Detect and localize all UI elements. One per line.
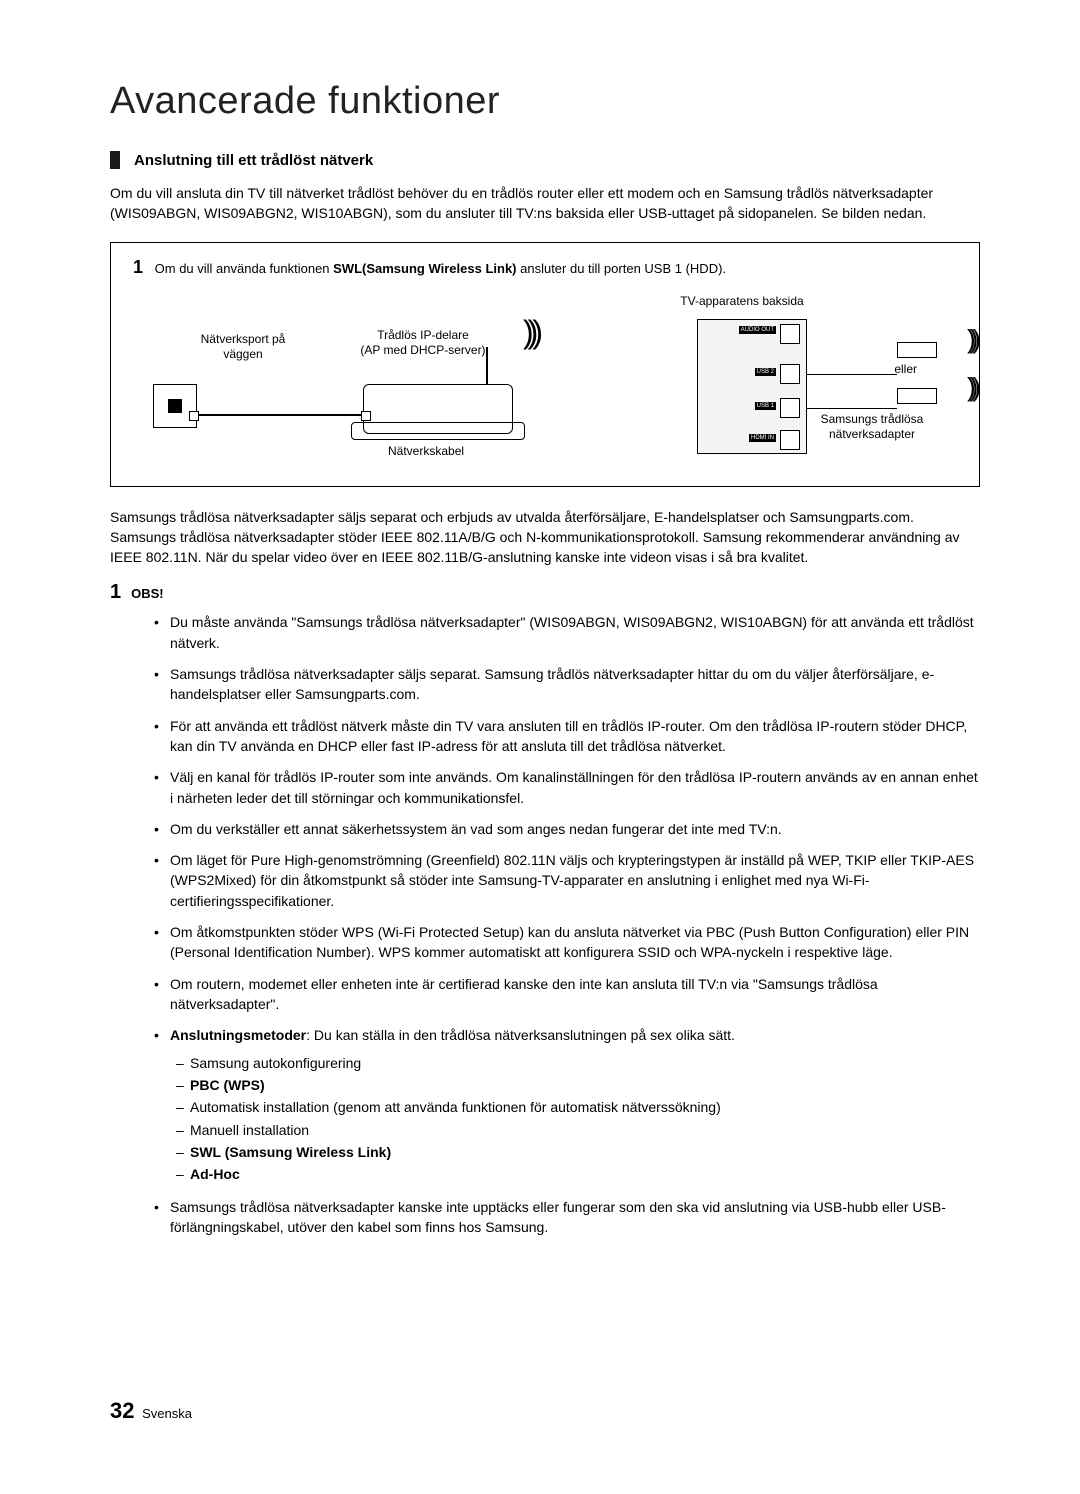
section-title: Anslutning till ett trådlöst nätverk [134,152,373,169]
port-label-usb2: USB 2 [755,368,776,376]
label-tv-back: TV-apparatens baksida [677,294,807,310]
adapter-icon-2 [897,388,937,404]
wifi-waves-icon: ))) [523,314,537,351]
label-cable: Nätverkskabel [388,444,464,460]
page-footer: 32 Svenska [110,1398,192,1424]
obs-label: OBS! [131,581,164,604]
router-base-icon [351,422,525,440]
page-title: Avancerade funktioner [110,80,980,123]
list-item: Om du verkställer ett annat säkerhetssys… [154,819,980,839]
wall-port-icon [153,384,197,428]
port-usb1-icon [780,398,800,418]
sub-list: Samsung autokonfigureringPBC (WPS)Automa… [170,1052,980,1186]
port-usb2-icon [780,364,800,384]
label-or: eller [894,362,917,378]
sub-list-item: Manuell installation [176,1119,980,1141]
sub-list-item: Ad-Hoc [176,1163,980,1185]
list-item: Samsungs trådlösa nätverksadapter säljs … [154,664,980,705]
list-item: Om routern, modemet eller enheten inte ä… [154,974,980,1015]
diagram-note-post: ansluter du till porten USB 1 (HDD). [517,261,727,276]
sub-list-item: Automatisk installation (genom att använ… [176,1096,980,1118]
diagram-note-number: 1 [133,257,143,277]
diagram-box: 1 Om du vill använda funktionen SWL(Sams… [110,242,980,487]
intro-paragraph: Om du vill ansluta din TV till nätverket… [110,183,980,224]
adapter-line-1 [807,374,897,375]
sub-list-item: SWL (Samsung Wireless Link) [176,1141,980,1163]
list-item: Samsungs trådlösa nätverksadapter kanske… [154,1197,980,1238]
cable-icon [197,414,363,416]
tv-back-icon: AUDIO OUT USB 2 USB 1 HDMI IN [697,319,807,454]
page-lang: Svenska [142,1406,192,1421]
wifi-waves-icon-3: ))) [967,372,975,403]
port-label-audio: AUDIO OUT [739,326,776,334]
diagram-note: 1 Om du vill använda funktionen SWL(Sams… [133,257,957,278]
section-marker-icon [110,151,120,169]
obs-row: 1 OBS! [110,581,980,604]
diagram-note-pre: Om du vill använda funktionen [155,261,334,276]
section-header: Anslutning till ett trådlöst nätverk [110,151,980,169]
label-wall-port: Nätverksport på väggen [193,332,293,363]
bullet-list: Du måste använda "Samsungs trådlösa nätv… [110,612,980,1237]
page-number: 32 [110,1398,134,1423]
list-item: Om läget för Pure High-genomströmning (G… [154,850,980,911]
adapter-icon-1 [897,342,937,358]
port-label-hdmi: HDMI IN [749,434,776,442]
list-item: Välj en kanal för trådlös IP-router som … [154,767,980,808]
list-item: För att använda ett trådlöst nätverk mås… [154,716,980,757]
adapter-line-2 [807,408,897,409]
sub-list-item: Samsung autokonfigurering [176,1052,980,1074]
port-audio-icon [780,324,800,344]
mid-paragraph: Samsungs trådlösa nätverksadapter säljs … [110,507,980,568]
port-label-usb1: USB 1 [755,402,776,410]
list-item: Anslutningsmetoder: Du kan ställa in den… [154,1025,980,1186]
list-item: Om åtkomstpunkten stöder WPS (Wi-Fi Prot… [154,922,980,963]
sub-list-item: PBC (WPS) [176,1074,980,1096]
label-router: Trådlös IP-delare (AP med DHCP-server) [353,328,493,359]
label-adapter: Samsungs trådlösa nätverksadapter [807,412,937,443]
diagram-note-bold: SWL(Samsung Wireless Link) [333,261,516,276]
wifi-waves-icon-2: ))) [967,324,975,355]
diagram-area: TV-apparatens baksida Nätverksport på vä… [133,294,957,464]
port-hdmi-icon [780,430,800,450]
list-item: Du måste använda "Samsungs trådlösa nätv… [154,612,980,653]
obs-number: 1 [110,581,121,604]
